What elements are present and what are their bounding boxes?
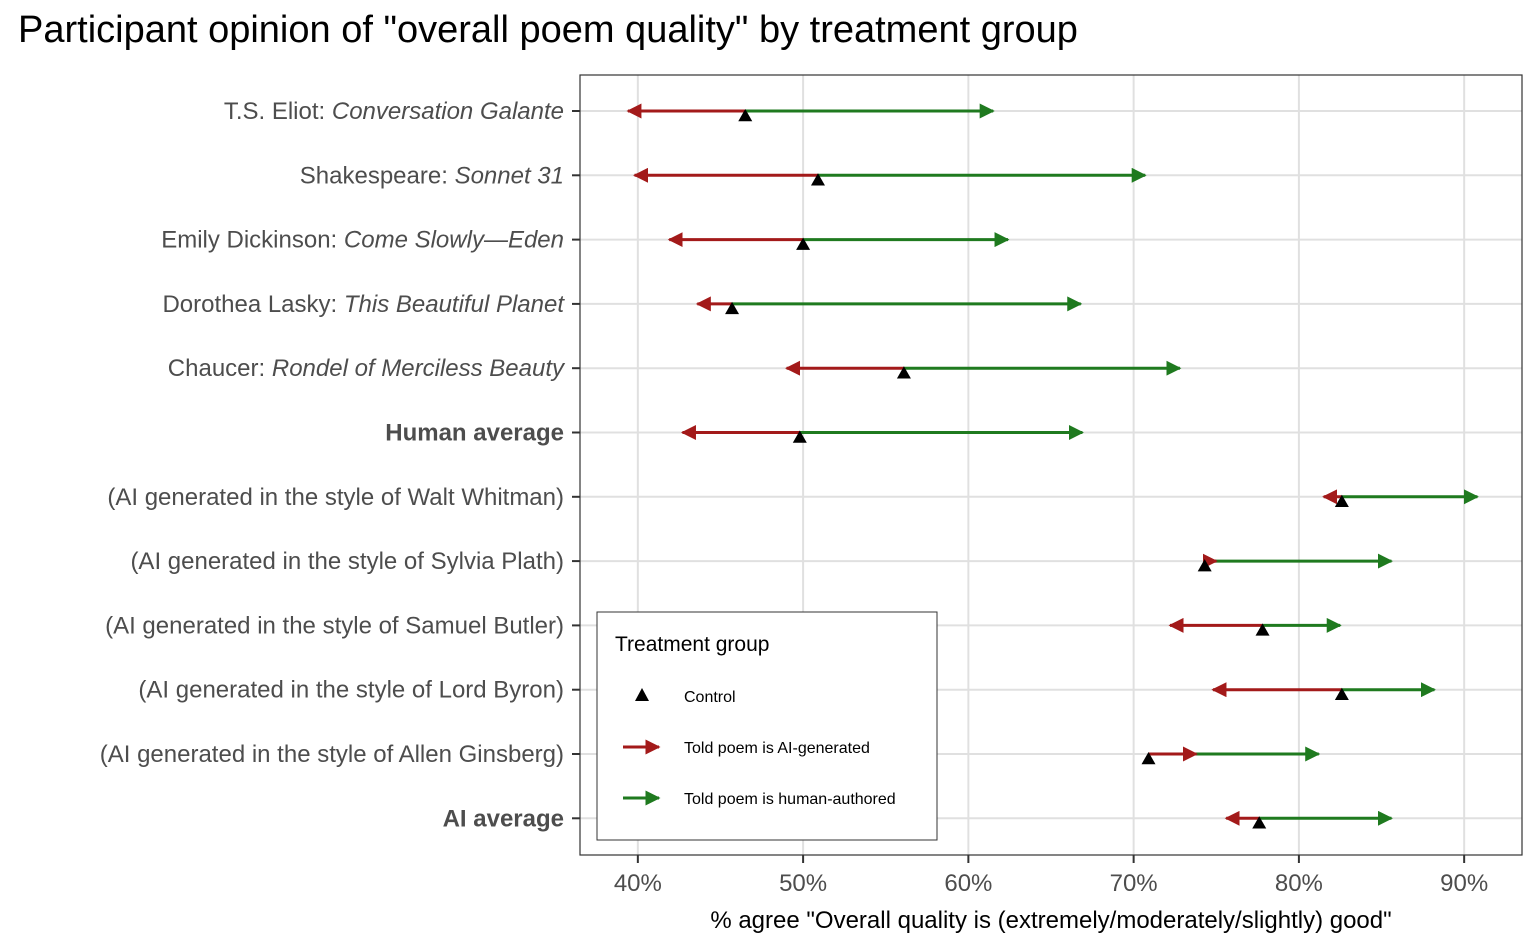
chart-title: Participant opinion of "overall poem qua… <box>18 9 1078 51</box>
control-point <box>1334 687 1349 700</box>
category-label-prefix: (AI generated in the style of Sylvia Pla… <box>130 548 564 575</box>
legend-title: Treatment group <box>615 633 769 656</box>
category-label-title: Sonnet 31 <box>455 162 564 189</box>
category-label-prefix: AI average <box>443 805 564 832</box>
control-point <box>1252 816 1267 829</box>
category-label-prefix: Shakespeare: <box>300 162 455 189</box>
category-label-prefix: (AI generated in the style of Allen Gins… <box>100 741 564 768</box>
category-label: Human average <box>385 420 564 447</box>
category-label-prefix: Chaucer: <box>168 355 272 382</box>
category-label: Emily Dickinson: Come Slowly—Eden <box>161 227 564 254</box>
control-point <box>1255 623 1270 636</box>
category-label-title: Come Slowly—Eden <box>344 227 564 254</box>
legend: Treatment group Control Told poem is AI-g… <box>596 611 938 841</box>
axes: T.S. Eliot: Conversation Galante Shakespe… <box>100 98 1488 897</box>
control-point <box>1334 494 1349 508</box>
category-label-prefix: Dorothea Lasky: <box>162 291 343 318</box>
category-label-prefix: T.S. Eliot: <box>224 98 332 125</box>
category-label: Dorothea Lasky: This Beautiful Planet <box>162 291 565 318</box>
control-point <box>725 301 740 315</box>
category-label-prefix: Human average <box>385 420 564 447</box>
category-label-prefix: (AI generated in the style of Lord Byron… <box>138 677 564 704</box>
category-label-title: Conversation Galante <box>332 98 564 125</box>
category-label-prefix: (AI generated in the style of Walt Whitm… <box>107 484 564 511</box>
x-tick-label: 40% <box>614 870 662 897</box>
category-label-prefix: (AI generated in the style of Samuel But… <box>105 612 564 639</box>
legend-entry-label: Told poem is AI-generated <box>684 740 870 757</box>
control-point <box>738 109 753 122</box>
category-label: (AI generated in the style of Sylvia Pla… <box>130 548 564 575</box>
category-label-title: This Beautiful Planet <box>344 291 565 318</box>
data-series <box>626 103 1479 829</box>
category-label-prefix: Emily Dickinson: <box>161 227 344 254</box>
control-point <box>796 237 811 250</box>
control-point <box>1197 559 1212 572</box>
category-label-title: Rondel of Merciless Beauty <box>272 355 566 382</box>
x-tick-label: 60% <box>944 870 992 897</box>
category-label: (AI generated in the style of Samuel But… <box>105 612 564 639</box>
control-point <box>1141 752 1156 765</box>
category-label: Shakespeare: Sonnet 31 <box>300 162 564 189</box>
x-tick-label: 80% <box>1275 870 1323 897</box>
panel-border <box>579 74 1523 856</box>
category-label: Chaucer: Rondel of Merciless Beauty <box>168 355 566 382</box>
control-point <box>792 430 807 443</box>
x-axis-title: % agree "Overall quality is (extremely/m… <box>710 907 1391 934</box>
legend-entry-label: Control <box>684 689 736 706</box>
control-point <box>896 366 911 379</box>
x-tick-label: 50% <box>779 870 827 897</box>
control-point <box>810 173 825 186</box>
legend-entry-label: Told poem is human-authored <box>684 791 896 808</box>
category-label: (AI generated in the style of Lord Byron… <box>138 677 564 704</box>
legend-control-icon <box>635 688 649 701</box>
category-label: (AI generated in the style of Walt Whitm… <box>107 484 564 511</box>
category-label: AI average <box>443 805 564 832</box>
x-tick-label: 90% <box>1440 870 1488 897</box>
x-tick-label: 70% <box>1110 870 1158 897</box>
category-label: T.S. Eliot: Conversation Galante <box>224 98 564 125</box>
category-label: (AI generated in the style of Allen Gins… <box>100 741 564 768</box>
